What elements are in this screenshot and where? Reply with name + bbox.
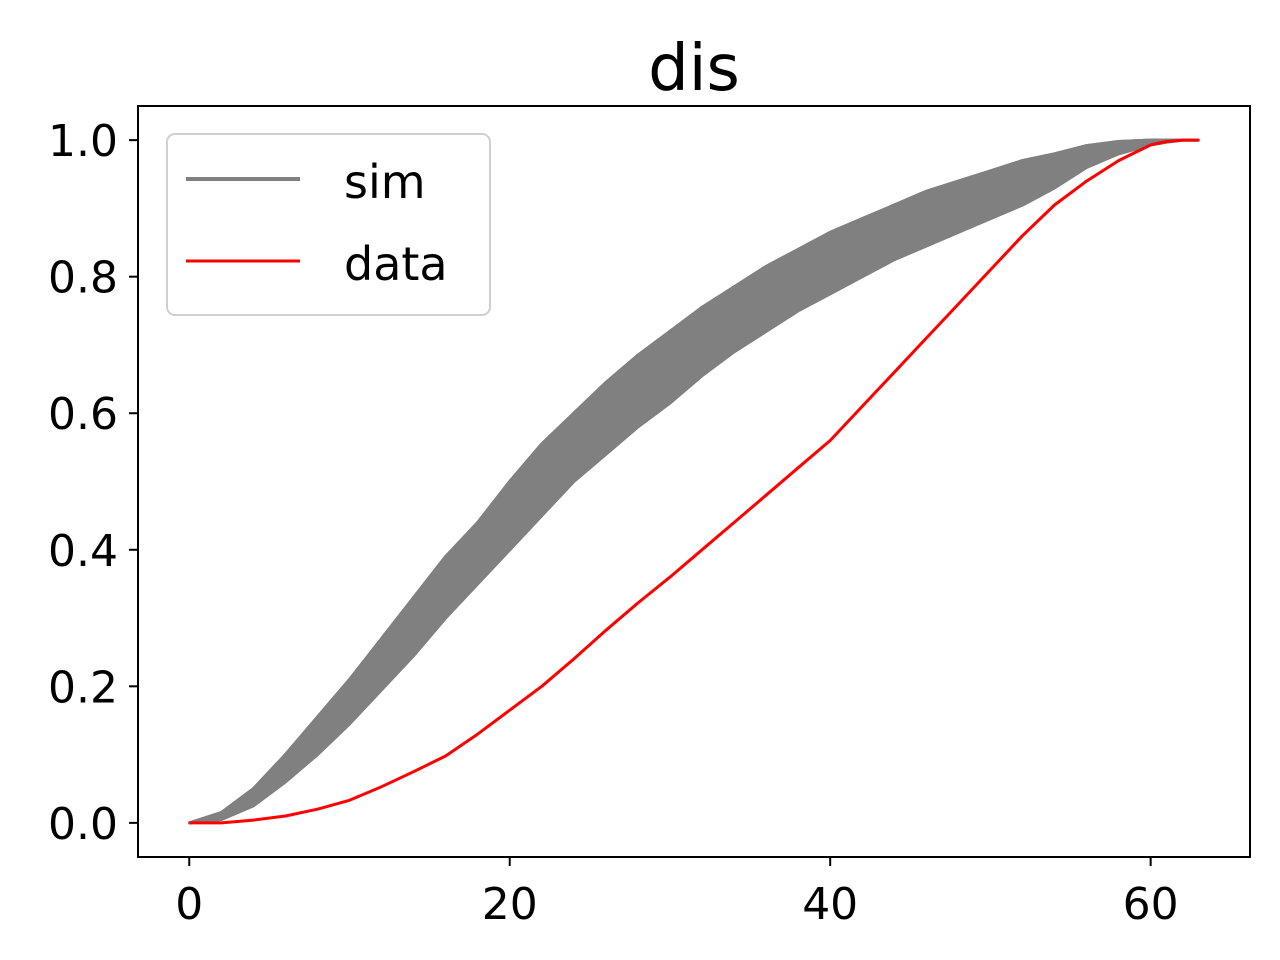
y-tick-label: 0.0 (48, 799, 118, 850)
plot-frame (137, 105, 1251, 858)
legend: sim data (166, 133, 491, 316)
legend-label-sim: sim (344, 155, 426, 209)
series-group (189, 138, 1199, 825)
y-tick-label: 0.8 (48, 253, 118, 304)
x-tick-label: 0 (175, 879, 203, 930)
chart-title: dis (648, 32, 740, 106)
x-tick-label: 20 (482, 879, 538, 930)
y-tick-label: 1.0 (48, 116, 118, 167)
x-axis: 0 20 40 60 (175, 857, 1179, 930)
sim-band-upper-edge (188, 138, 1199, 825)
sim-band-lower-edge (189, 138, 1199, 825)
y-tick-label: 0.4 (48, 526, 118, 577)
y-axis: 0.0 0.2 0.4 0.6 0.8 1.0 (48, 116, 138, 850)
x-tick-label: 60 (1123, 879, 1179, 930)
legend-label-data: data (344, 237, 448, 291)
y-tick-label: 0.2 (48, 662, 118, 713)
x-tick-label: 40 (802, 879, 858, 930)
y-tick-label: 0.6 (48, 389, 118, 440)
series-line-data (189, 138, 1199, 825)
